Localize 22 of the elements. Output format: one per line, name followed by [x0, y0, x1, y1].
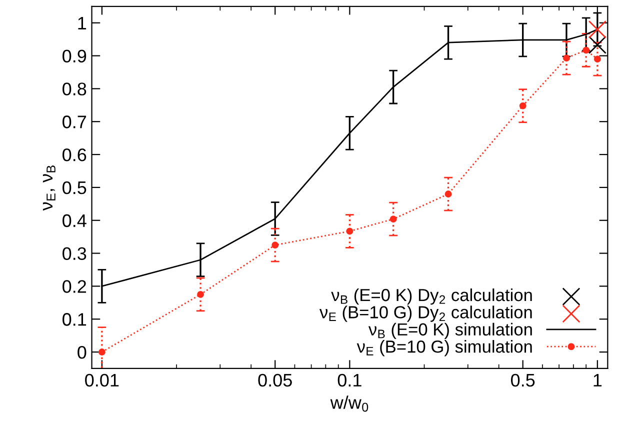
y-tick-label: 0.2: [62, 280, 86, 293]
y-tick-label: 0.9: [62, 50, 86, 62]
y-tick-label: 0.8: [62, 82, 86, 96]
y-tick-label: 0.5: [62, 181, 86, 194]
x-tick-label: 0.01: [85, 374, 119, 387]
y-tick-label: 0.7: [62, 116, 86, 128]
y-tick-label: 0.6: [62, 148, 86, 162]
x-axis-title: w/w$_{0}$: [330, 396, 368, 412]
legend-label: ν$_{B}$ (E=0 K) simulation: [368, 322, 532, 340]
legend-label: ν$_{B}$ (E=0 K) Dy$_{2}$ calculation: [331, 288, 532, 305]
y-axis-title: ν$_{E}$, ν$_{B}$: [42, 166, 56, 211]
y-tick-label: 1: [78, 16, 86, 30]
legend-label: ν$_{E}$ (B=10 G) simulation: [356, 340, 532, 356]
y-tick-label: 0: [78, 346, 86, 359]
y-tick-label: 0.3: [62, 247, 86, 260]
y-tick-label: 0.4: [62, 214, 86, 228]
legend-label: ν$_{E}$ (B=10 G) Dy$_{2}$ calculation: [319, 306, 532, 322]
x-tick-label: 0.5: [511, 374, 535, 387]
x-tick-label: 1: [594, 374, 602, 386]
x-tick-label: 0.05: [258, 374, 292, 387]
y-tick-label: 0.1: [62, 313, 86, 326]
x-tick-label: 0.1: [338, 374, 362, 387]
